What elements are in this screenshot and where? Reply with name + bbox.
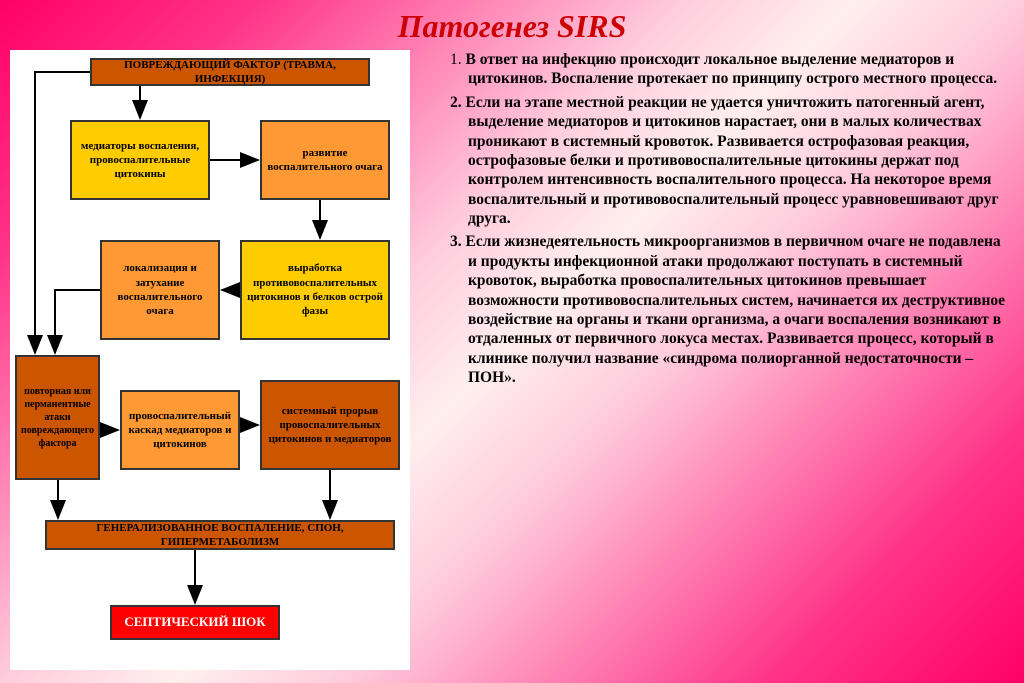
box-repeated-attacks: повторная или перманентные атаки поврежд… (15, 355, 100, 480)
box-damaging-factor: ПОВРЕЖДАЮЩИЙ ФАКТОР (ТРАВМА, ИНФЕКЦИЯ) (90, 58, 370, 86)
box-anti-inflammatory: выработка противовоспалительных цитокино… (240, 240, 390, 340)
box-cascade: провоспалительный каскад медиаторов и ци… (120, 390, 240, 470)
box-septic-shock: СЕПТИЧЕСКИЙ ШОК (110, 605, 280, 640)
box-systemic-breakthrough: системный прорыв провоспалительных циток… (260, 380, 400, 470)
para-1: 1. В ответ на инфекцию происходит локаль… (420, 50, 1010, 89)
flowchart: ПОВРЕЖДАЮЩИЙ ФАКТОР (ТРАВМА, ИНФЕКЦИЯ) м… (10, 50, 410, 670)
box-localization: локализация и затухание воспалительного … (100, 240, 220, 340)
box-inflammation-focus: развитие воспалительного очага (260, 120, 390, 200)
box-mediators: медиаторы воспаления, провоспалительные … (70, 120, 210, 200)
box-generalized: ГЕНЕРАЛИЗОВАННОЕ ВОСПАЛЕНИЕ, СПОН, ГИПЕР… (45, 520, 395, 550)
page-title: Патогенез SIRS (0, 0, 1024, 45)
text-column: 1. В ответ на инфекцию происходит локаль… (420, 50, 1010, 391)
para-2: 2. Если на этапе местной реакции не удае… (420, 93, 1010, 229)
para-3: 3. Если жизнедеятельность микроорганизмо… (420, 232, 1010, 387)
